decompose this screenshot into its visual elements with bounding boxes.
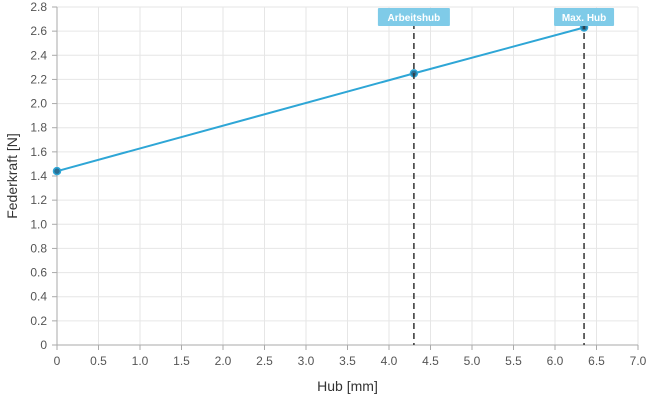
marker-label-box [377, 8, 450, 26]
marker-label: Max. Hub [562, 13, 606, 24]
x-tick-label: 3.0 [298, 354, 315, 368]
x-tick-label: 4.0 [381, 354, 398, 368]
y-tick-label: 2.6 [30, 24, 47, 38]
x-tick-label: 1.5 [173, 354, 190, 368]
data-point [52, 166, 62, 176]
x-tick-label: 2.0 [215, 354, 232, 368]
x-tick-label: 5.0 [464, 354, 481, 368]
y-tick-label: 1.0 [30, 217, 47, 231]
x-tick-label: 6.5 [588, 354, 605, 368]
x-tick-label: 0.5 [90, 354, 107, 368]
series-line [56, 26, 585, 173]
y-tick-label: 0.8 [30, 241, 47, 255]
x-tick-label: 4.5 [422, 354, 439, 368]
y-tick-label: 2.2 [30, 72, 47, 86]
y-tick-label: 0 [40, 338, 47, 352]
x-tick-label: 5.5 [505, 354, 522, 368]
x-tick-label: 1.0 [132, 354, 149, 368]
y-tick-label: 2.8 [30, 0, 47, 14]
x-tick-label: 0 [54, 354, 61, 368]
y-axis-ticks: 0 0.2 0.4 0.6 0.8 1.0 1.2 1.4 1.6 1.8 2.0 2.2 2.4 2.6… [30, 0, 57, 352]
y-tick-label: 1.8 [30, 121, 47, 135]
x-tick-label: 7.0 [630, 354, 647, 368]
y-tick-label: 0.2 [30, 314, 47, 328]
y-tick-label: 1.4 [30, 169, 47, 183]
y-tick-label: 0.6 [30, 266, 47, 280]
grid [56, 6, 639, 346]
y-tick-label: 1.2 [30, 193, 47, 207]
marker-label: Arbeitshub [388, 13, 441, 24]
y-tick-label: 0.4 [30, 290, 47, 304]
y-tick-label: 2.4 [30, 48, 47, 62]
x-tick-label: 3.5 [339, 354, 356, 368]
y-tick-label: 2.0 [30, 97, 47, 111]
x-tick-label: 6.0 [547, 354, 564, 368]
marker-layer: Arbeitshub Max. Hub [377, 8, 615, 345]
y-tick-label: 1.6 [30, 145, 47, 159]
x-axis-title: Hub [mm] [317, 378, 378, 394]
y-axis-title: Federkraft [N] [4, 133, 20, 219]
marker-label-box [554, 8, 615, 26]
x-axis-ticks: 0 0.5 1.0 1.5 2.0 2.5 3.0 3.5 4.0 4.5 5.0 5.5 6.0 6.5… [54, 345, 647, 368]
x-tick-label: 2.5 [256, 354, 273, 368]
